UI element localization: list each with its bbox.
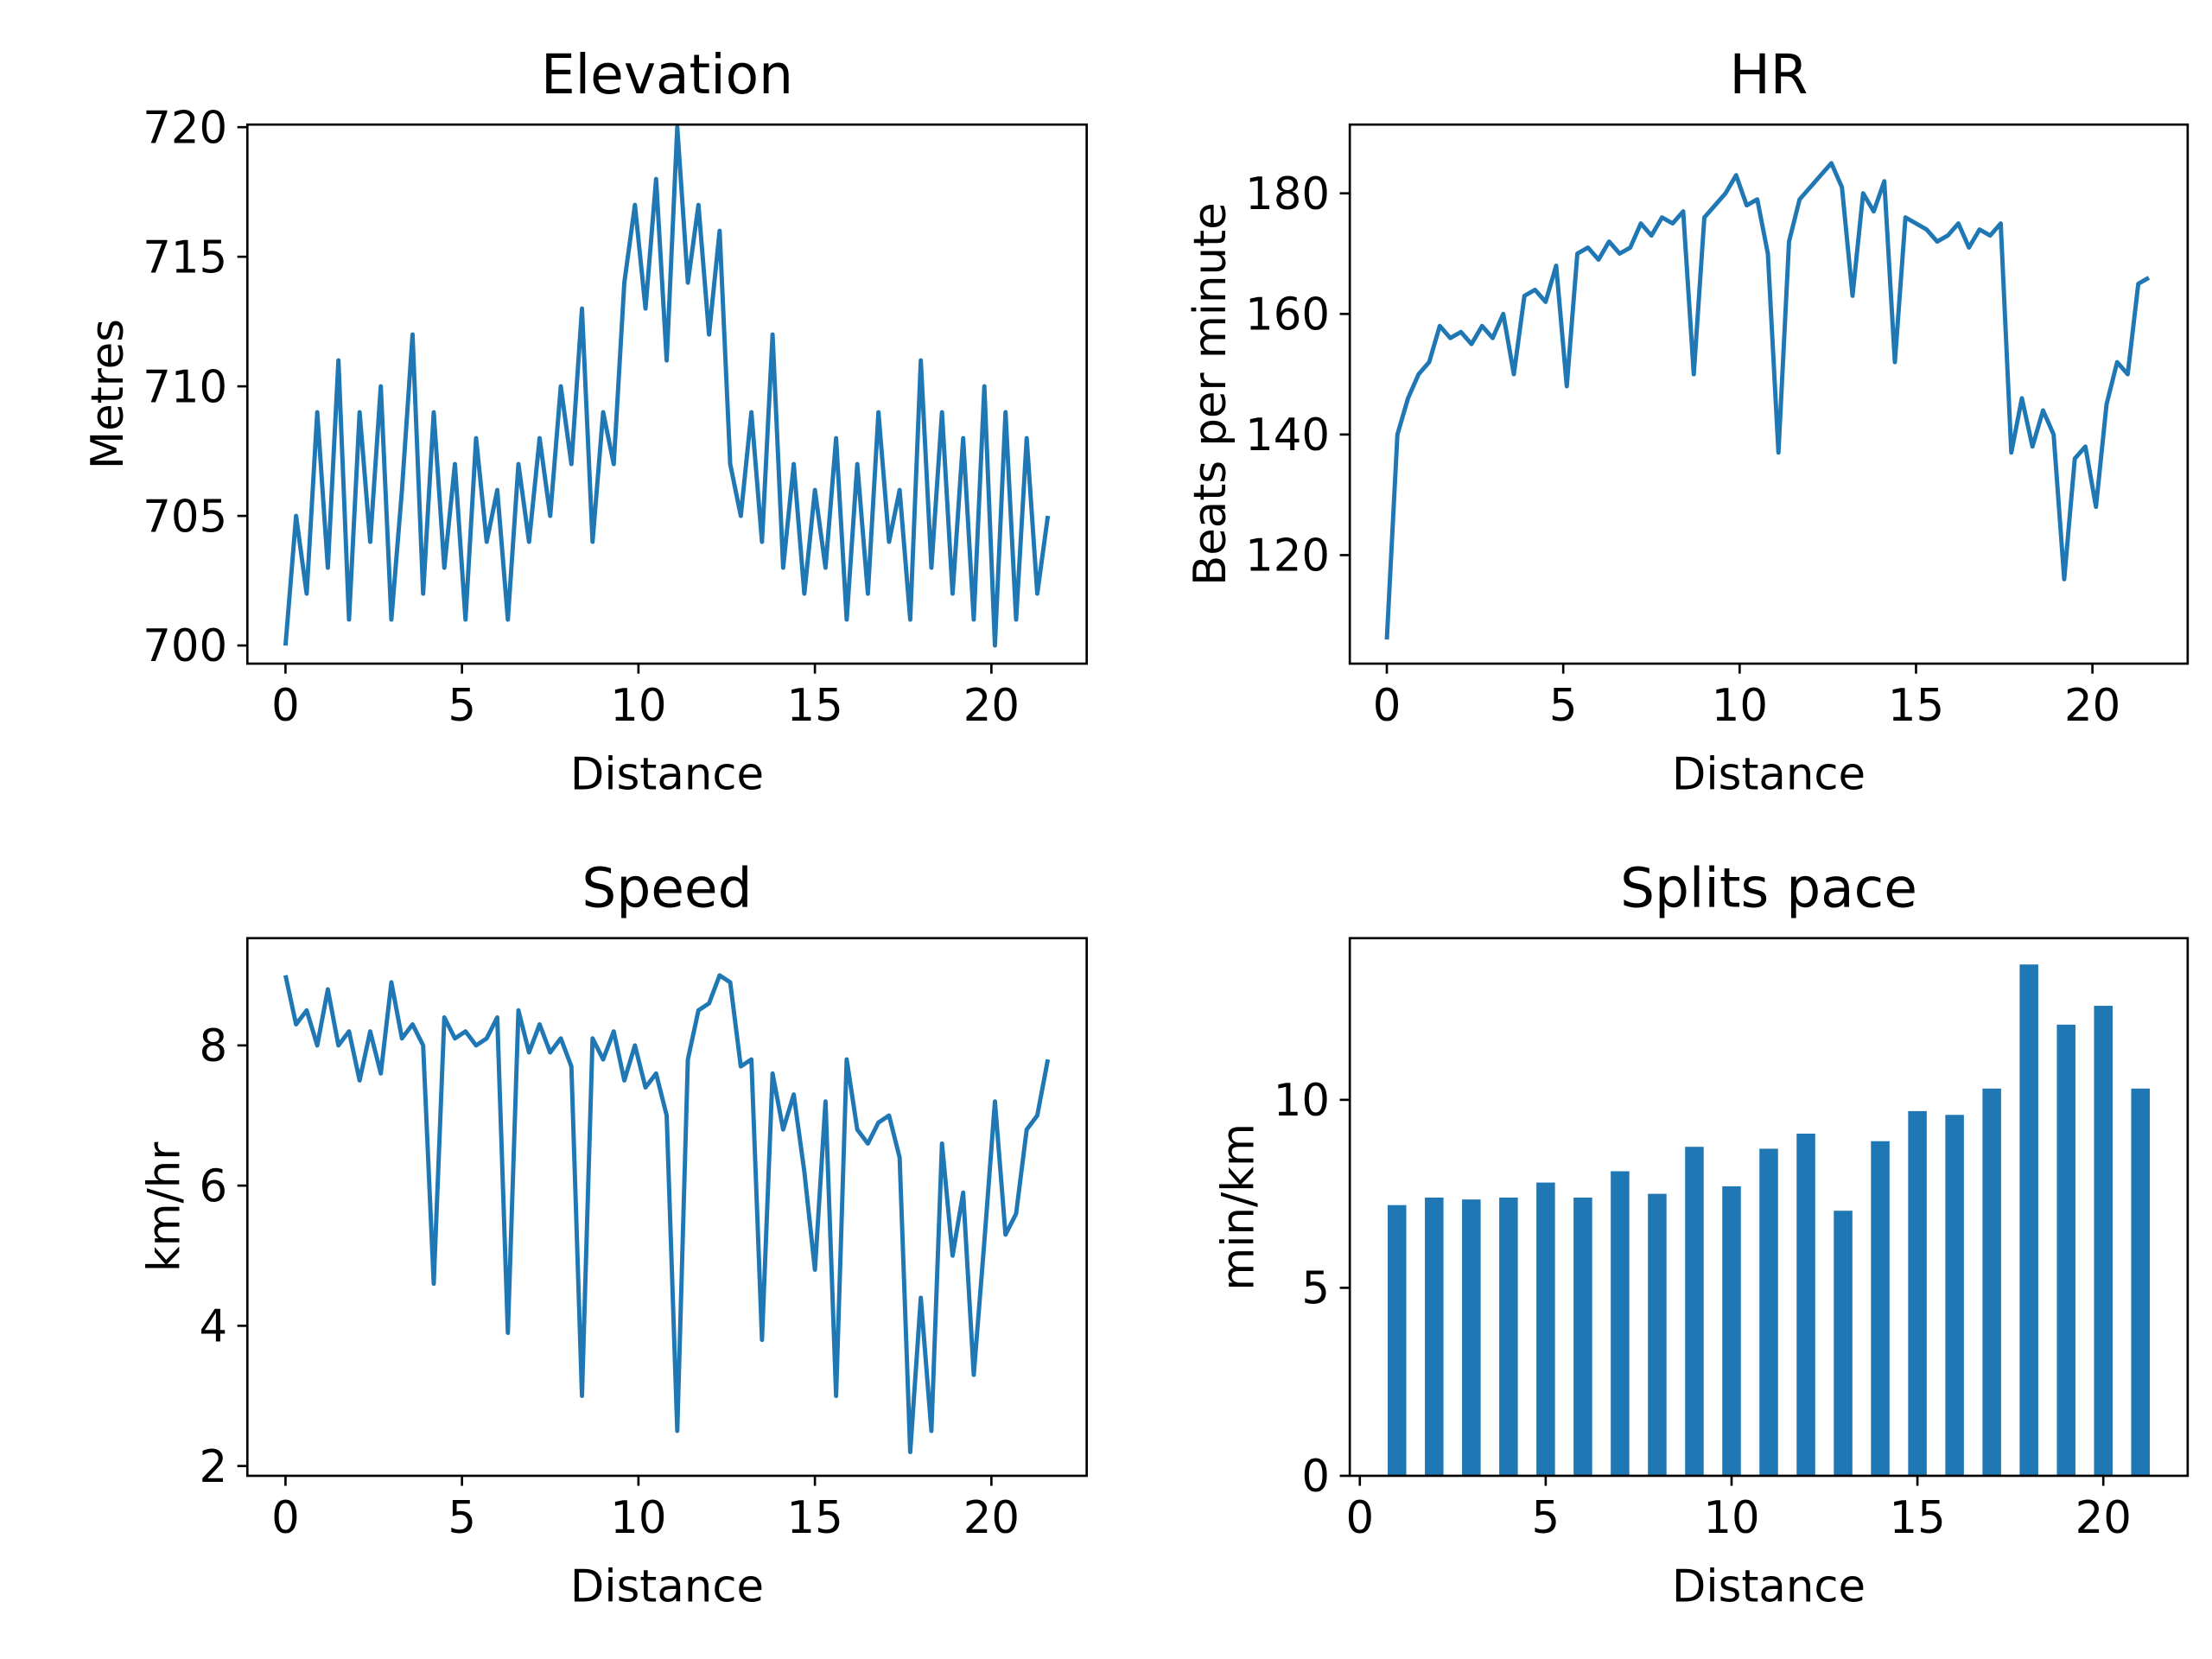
y-tick-label: 2 bbox=[199, 1441, 227, 1493]
data-line bbox=[283, 124, 1051, 648]
x-axis-label: Distance bbox=[1672, 1561, 1866, 1613]
bar bbox=[1982, 1088, 2001, 1476]
bar bbox=[1648, 1193, 1667, 1476]
y-axis-label: Metres bbox=[82, 319, 134, 469]
x-tick-label: 10 bbox=[610, 680, 666, 732]
y-tick-label: 4 bbox=[199, 1301, 227, 1353]
y-tick-label: 120 bbox=[1245, 531, 1330, 582]
y-tick-label: 5 bbox=[1301, 1263, 1330, 1315]
x-tick-label: 0 bbox=[1373, 680, 1402, 732]
chart-title: Speed bbox=[582, 856, 752, 919]
chart-title: Splits pace bbox=[1620, 856, 1917, 919]
x-tick-label: 5 bbox=[1532, 1492, 1560, 1544]
bar bbox=[1388, 1205, 1407, 1476]
y-tick-label: 6 bbox=[199, 1160, 227, 1212]
x-tick-label: 5 bbox=[448, 1492, 476, 1544]
bar bbox=[1425, 1197, 1444, 1476]
x-axis-label: Distance bbox=[1672, 749, 1866, 801]
x-tick-label: 0 bbox=[271, 1492, 300, 1544]
y-tick-label: 180 bbox=[1245, 168, 1330, 220]
y-tick-label: 0 bbox=[1301, 1451, 1330, 1503]
y-tick-label: 710 bbox=[143, 361, 227, 413]
y-tick-label: 140 bbox=[1245, 410, 1330, 461]
x-tick-label: 0 bbox=[271, 680, 300, 732]
x-tick-label: 10 bbox=[1703, 1492, 1759, 1544]
x-tick-label: 15 bbox=[1888, 680, 1944, 732]
y-axis-label: km/hr bbox=[138, 1141, 190, 1272]
axes-frame bbox=[1348, 123, 2190, 665]
y-tick-label: 720 bbox=[143, 102, 227, 154]
bar bbox=[1908, 1110, 1927, 1476]
x-tick-label: 0 bbox=[1345, 1492, 1374, 1544]
bar bbox=[1573, 1197, 1592, 1476]
y-tick-label: 160 bbox=[1245, 289, 1330, 340]
x-tick-label: 20 bbox=[963, 1492, 1020, 1544]
bar bbox=[1685, 1147, 1704, 1476]
x-tick-label: 10 bbox=[1712, 680, 1768, 732]
bar bbox=[1796, 1134, 1815, 1476]
y-tick-label: 10 bbox=[1274, 1075, 1330, 1127]
x-tick-label: 20 bbox=[2075, 1492, 2132, 1544]
x-tick-label: 10 bbox=[610, 1492, 666, 1544]
y-tick-label: 705 bbox=[143, 491, 227, 543]
bar bbox=[1834, 1211, 1853, 1476]
axes-frame bbox=[245, 123, 1088, 665]
y-tick-label: 700 bbox=[143, 620, 227, 672]
bar bbox=[1722, 1185, 1741, 1476]
data-line bbox=[283, 973, 1051, 1454]
bar bbox=[1536, 1182, 1555, 1476]
y-axis-label: min/km bbox=[1213, 1123, 1265, 1291]
bar bbox=[2131, 1088, 2150, 1476]
x-axis-label: Distance bbox=[570, 749, 764, 801]
bar bbox=[1871, 1141, 1890, 1476]
x-tick-label: 20 bbox=[963, 680, 1020, 732]
x-tick-label: 15 bbox=[1889, 1492, 1945, 1544]
bar bbox=[2056, 1024, 2075, 1476]
x-tick-label: 5 bbox=[1549, 680, 1578, 732]
bar bbox=[2094, 1006, 2113, 1476]
x-tick-label: 15 bbox=[786, 680, 842, 732]
x-tick-label: 20 bbox=[2064, 680, 2120, 732]
y-axis-label: Beats per minute bbox=[1185, 202, 1236, 586]
chart-title: HR bbox=[1730, 43, 1808, 106]
y-tick-label: 715 bbox=[143, 232, 227, 283]
axes-frame bbox=[1348, 937, 2190, 1478]
x-tick-label: 15 bbox=[786, 1492, 842, 1544]
data-line bbox=[1384, 161, 2151, 640]
chart-title: Elevation bbox=[541, 43, 793, 106]
bar bbox=[2019, 964, 2038, 1476]
y-tick-label: 8 bbox=[199, 1020, 227, 1072]
x-axis-label: Distance bbox=[570, 1561, 764, 1613]
bar bbox=[1499, 1197, 1518, 1476]
bar bbox=[1759, 1148, 1778, 1476]
bar bbox=[1611, 1171, 1630, 1476]
bar bbox=[1945, 1115, 1964, 1476]
bar bbox=[1462, 1199, 1481, 1476]
axes-frame bbox=[245, 937, 1088, 1478]
x-tick-label: 5 bbox=[448, 680, 476, 732]
